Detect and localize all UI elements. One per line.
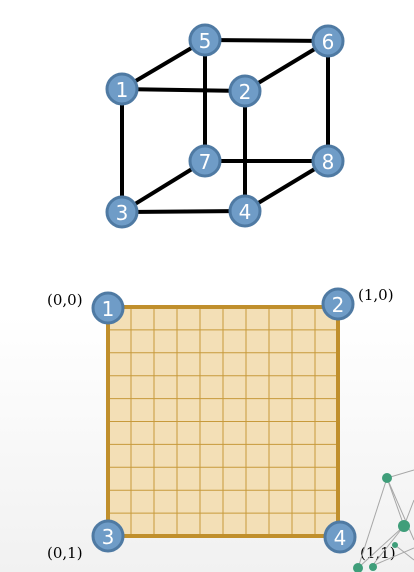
network-node (353, 563, 363, 572)
square-corner-4-label: 4 (334, 526, 347, 550)
decorative-network-graphic (353, 469, 414, 572)
cube-edge-5-6 (203, 38, 330, 43)
cube-node-7: 7 (188, 144, 222, 178)
square-corner-2-label: 2 (332, 293, 345, 317)
cube-edge-1-2 (120, 87, 247, 93)
square-corner-3-label: 3 (102, 525, 115, 549)
square-corner-1-label: 1 (102, 297, 115, 321)
cube-node-3-label: 3 (116, 201, 129, 225)
cube-node-2: 2 (228, 74, 262, 108)
unit-square-diagram: 1 2 3 4 (0,0) (1,0) (0,1) (1,1) (47, 286, 396, 562)
coord-label-top-left: (0,0) (47, 291, 83, 309)
cube-node-5: 5 (188, 23, 222, 57)
cube-node-6-label: 6 (322, 30, 335, 54)
cube-node-1-label: 1 (116, 78, 129, 102)
cube-node-2-label: 2 (239, 80, 252, 104)
cube-diagram: 1 2 3 4 5 6 7 8 (105, 23, 345, 229)
cube-node-1: 1 (105, 72, 139, 106)
cube-node-8-label: 8 (322, 150, 335, 174)
square-corner-1: 1 (91, 291, 125, 325)
network-node (392, 542, 398, 548)
cube-edge-3-4 (120, 209, 247, 214)
cube-node-3: 3 (105, 195, 139, 229)
unit-square-border (106, 305, 340, 538)
cube-node-4-label: 4 (239, 200, 252, 224)
square-corner-3: 3 (91, 519, 125, 553)
cube-node-4: 4 (228, 194, 262, 228)
cube-node-8: 8 (311, 144, 345, 178)
coord-label-top-right: (1,0) (358, 286, 394, 304)
network-node (398, 520, 410, 532)
cube-edges (120, 38, 330, 214)
cube-node-6: 6 (311, 24, 345, 58)
coord-label-bottom-left: (0,1) (47, 544, 83, 562)
cube-node-5-label: 5 (199, 29, 212, 53)
square-corner-4: 4 (323, 520, 357, 554)
square-grid (108, 307, 338, 536)
square-corner-2: 2 (321, 287, 355, 321)
cube-node-7-label: 7 (199, 150, 212, 174)
network-node (369, 563, 377, 571)
network-node (382, 473, 392, 483)
